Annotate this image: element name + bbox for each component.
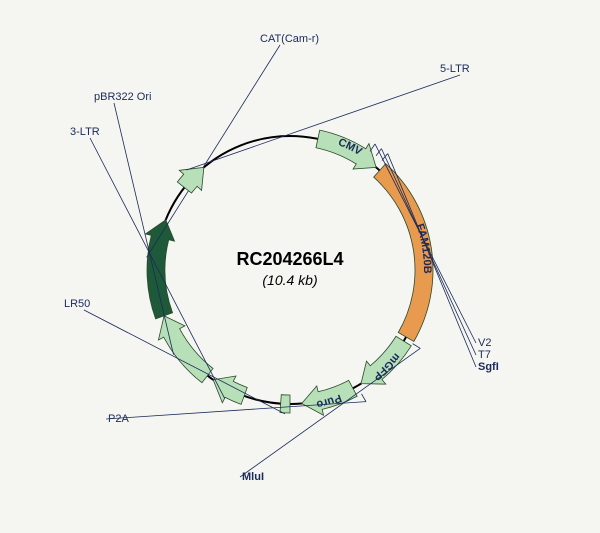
label-pBR322 Ori: pBR322 Ori: [94, 91, 151, 103]
leader-CAT(Cam-r): [147, 45, 280, 257]
leader-3-LTR: [90, 138, 225, 398]
leader-SgfI: [388, 154, 476, 367]
site-label-MluI: MluI: [242, 471, 264, 483]
plasmid-subtitle: (10.4 kb): [262, 272, 317, 288]
leader-5-LTR: [186, 75, 460, 170]
tick-V2: [370, 144, 375, 151]
plasmid-map: CAT(Cam-r)pBR322 Ori3-LTR5-LTRCMVFAM120B…: [0, 0, 600, 533]
label-CAT(Cam-r): CAT(Cam-r): [260, 33, 319, 45]
segment-5-LTR: [177, 167, 204, 193]
leader-P2A: [106, 402, 366, 419]
segment-CAT(Cam-r): [145, 220, 174, 319]
site-label-P2A: P2A: [108, 413, 129, 425]
tick-MluI: [413, 344, 421, 349]
site-label-T7: T7: [478, 349, 491, 361]
site-label-V2: V2: [478, 337, 491, 349]
label-3-LTR: 3-LTR: [70, 126, 100, 138]
label-5-LTR: 5-LTR: [440, 63, 470, 75]
plasmid-svg: CAT(Cam-r)pBR322 Ori3-LTR5-LTRCMVFAM120B…: [0, 0, 600, 533]
tick-P2A: [362, 394, 367, 402]
plasmid-title: RC204266L4: [236, 249, 343, 269]
leader-MluI: [240, 348, 420, 477]
segment-3-LTR: [213, 376, 247, 404]
site-label-SgfI: SgfI: [478, 361, 499, 373]
segment-LR50: [280, 395, 290, 413]
label-LR50: LR50: [64, 298, 90, 310]
